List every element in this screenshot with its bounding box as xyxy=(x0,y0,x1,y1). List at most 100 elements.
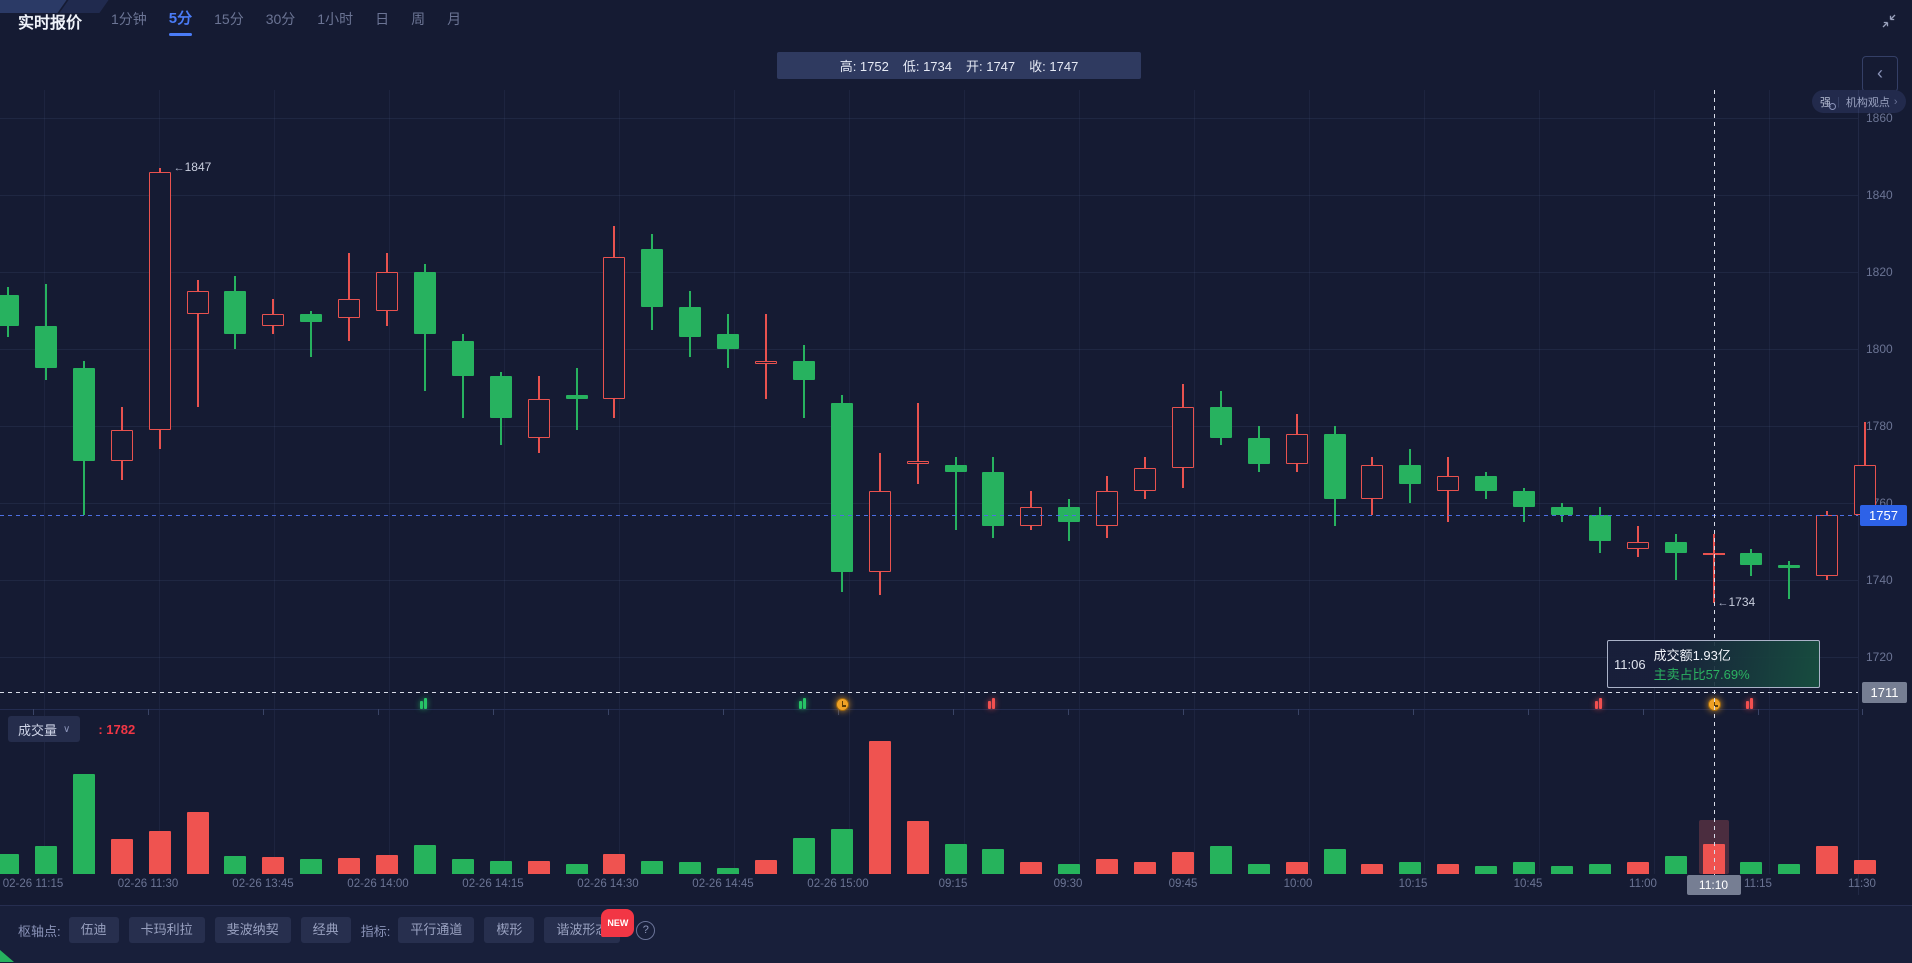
time-axis-label: 02-26 14:30 xyxy=(577,878,639,890)
tab-月[interactable]: 月 xyxy=(447,11,462,27)
candle-body xyxy=(262,314,285,326)
volume-bar xyxy=(679,862,702,874)
candle-body xyxy=(1550,506,1573,515)
candle-body xyxy=(0,295,19,326)
candle-wick xyxy=(1674,533,1677,580)
candle-body xyxy=(982,472,1005,527)
candle-body xyxy=(1171,406,1194,469)
volume-bar xyxy=(262,857,285,874)
toolbar-button-斐波纳契[interactable]: 斐波纳契 xyxy=(214,917,291,943)
time-axis-label: 11:15 xyxy=(1744,878,1772,890)
volume-bar xyxy=(868,741,891,874)
price-gridline xyxy=(0,272,1858,273)
candle-wick xyxy=(916,402,919,484)
volume-bar xyxy=(34,846,57,874)
toolbar-button-楔形[interactable]: 楔形 xyxy=(484,917,535,943)
toolbar-label: 指标: xyxy=(360,923,391,939)
volume-bar xyxy=(1778,864,1801,874)
candle-body xyxy=(906,460,929,465)
time-gridline xyxy=(159,90,160,874)
volume-bar xyxy=(489,861,512,874)
axis-tick xyxy=(1183,709,1184,715)
top-bar: 实时报价 1分钟 5分 15分 30分 1小时 日 周 月 xyxy=(0,0,1912,38)
price-axis-tick: 1800 xyxy=(1866,342,1893,356)
tab-日[interactable]: 日 xyxy=(375,11,390,27)
candle-body xyxy=(1209,406,1232,438)
toolbar-button-谐波形态[interactable]: 谐波形态 NEW xyxy=(544,909,635,943)
volume-bar xyxy=(1475,866,1498,874)
candle-body xyxy=(110,429,133,461)
toolbar-button-经典[interactable]: 经典 xyxy=(300,917,351,943)
chevron-right-icon: › xyxy=(1893,95,1898,108)
tooltip-sell-ratio: 主卖占比57.69% xyxy=(1653,667,1750,682)
time-gridline xyxy=(274,90,275,874)
tab-15分[interactable]: 15分 xyxy=(214,11,244,27)
candle-wick xyxy=(575,368,578,430)
volume-bar xyxy=(944,844,967,874)
price-gridline xyxy=(0,503,1858,504)
toolbar-button-卡玛利拉[interactable]: 卡玛利拉 xyxy=(128,917,205,943)
volume-bar xyxy=(1096,859,1119,874)
axis-tick xyxy=(838,709,839,715)
candle-body xyxy=(1134,468,1156,492)
volume-bar xyxy=(1058,864,1081,874)
ohlc-item: 高: 1752 xyxy=(839,59,889,74)
tab-周[interactable]: 周 xyxy=(411,11,426,27)
candle-body xyxy=(413,272,436,334)
toolbar-button-伍迪[interactable]: 伍迪 xyxy=(68,917,119,943)
price-gridline xyxy=(0,118,1858,119)
axis-tick xyxy=(378,709,379,715)
candle-body xyxy=(868,491,891,573)
crosshair-vertical xyxy=(1713,90,1715,875)
tab-1小时[interactable]: 1小时 xyxy=(317,11,354,27)
help-icon[interactable]: ? xyxy=(636,920,656,940)
sell-signal-icon xyxy=(1594,698,1602,709)
volume-bar xyxy=(1664,856,1687,874)
bottom-toolbar: 枢轴点: 伍迪 卡玛利拉 斐波纳契 经典 指标: 平行通道 楔形 谐波形态 NEW? xyxy=(0,905,1912,963)
candle-body xyxy=(755,360,777,365)
hover-tooltip: 11:06 成交额1.93亿 主卖占比57.69% xyxy=(1607,640,1820,688)
volume-bar xyxy=(1399,862,1422,874)
candle-body xyxy=(641,248,664,307)
candle-body xyxy=(376,272,398,311)
volume-bar xyxy=(1020,862,1043,874)
candle-body xyxy=(1664,541,1687,554)
institution-view-button[interactable]: 强 | 机构观点 › xyxy=(1812,90,1906,113)
volume-bar xyxy=(110,839,133,874)
time-axis-label: 02-26 14:00 xyxy=(347,878,409,890)
volume-bar xyxy=(300,859,323,874)
candle-wick xyxy=(954,456,957,530)
session-low-label: ←1734 xyxy=(1717,595,1756,610)
candle-body xyxy=(72,368,95,461)
crosshair-time-badge: 11:10 xyxy=(1686,875,1741,895)
volume-indicator-selector[interactable]: 成交量 ∨ xyxy=(8,716,81,742)
time-axis-label: 02-26 14:45 xyxy=(692,878,754,890)
volume-bar xyxy=(0,854,19,874)
volume-bar xyxy=(1134,862,1156,874)
tab-5分[interactable]: 5分 xyxy=(158,0,203,38)
volume-bar xyxy=(338,858,361,874)
candle-body xyxy=(603,256,626,400)
collapse-icon[interactable] xyxy=(1880,12,1898,30)
price-gridline xyxy=(0,657,1858,658)
tab-1分钟[interactable]: 1分钟 xyxy=(111,11,147,27)
time-axis-label: 02-26 11:15 xyxy=(2,878,64,890)
buy-signal-icon xyxy=(419,698,427,709)
volume-bar xyxy=(906,821,929,874)
candle-body xyxy=(1626,541,1649,550)
candle-body xyxy=(1513,491,1535,507)
axis-tick xyxy=(953,709,954,715)
corner-resize-handle[interactable] xyxy=(0,950,14,962)
volume-header: 成交量 ∨ : 1782 xyxy=(8,716,135,742)
toolbar-button-平行通道[interactable]: 平行通道 xyxy=(398,917,475,943)
candle-body xyxy=(1096,491,1119,527)
candle-wick xyxy=(765,314,767,400)
candle-body xyxy=(1399,464,1422,484)
axis-tick xyxy=(148,709,149,715)
tab-30分[interactable]: 30分 xyxy=(265,11,296,27)
axis-tick xyxy=(1413,709,1414,715)
time-gridline xyxy=(1424,90,1425,874)
candle-body xyxy=(1778,564,1801,569)
